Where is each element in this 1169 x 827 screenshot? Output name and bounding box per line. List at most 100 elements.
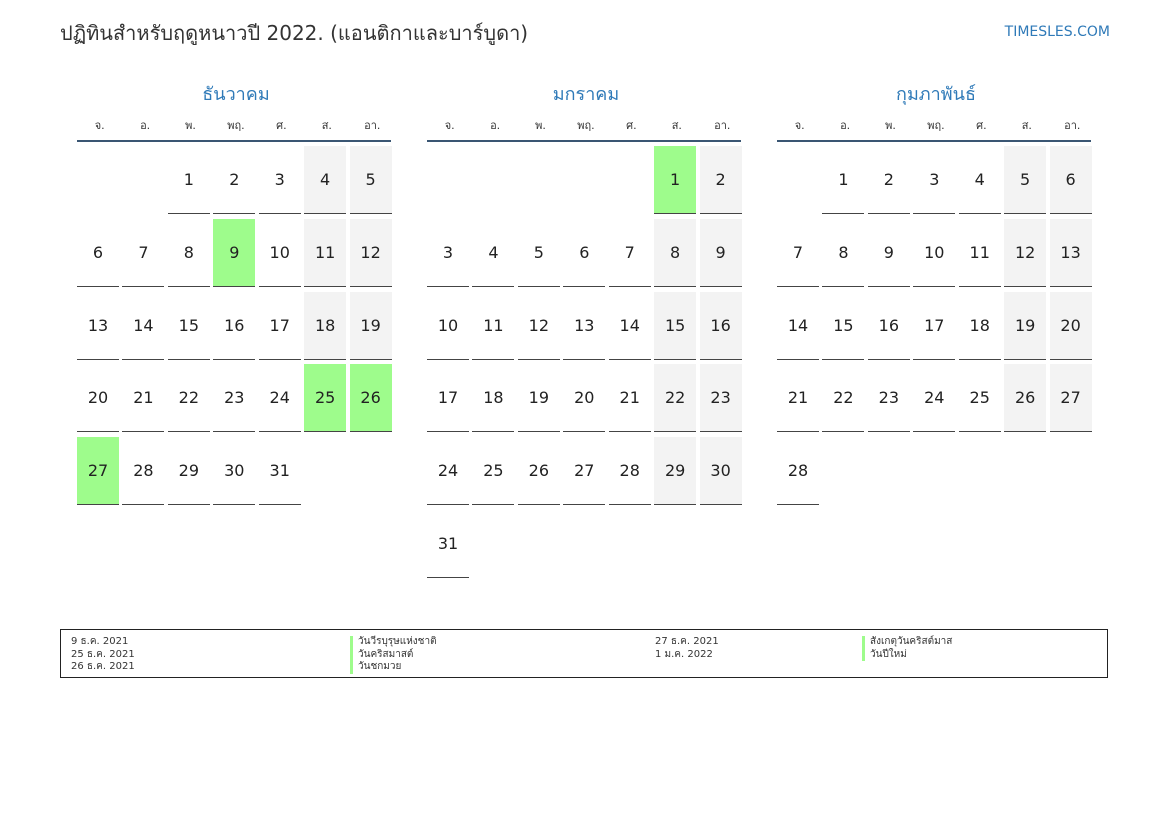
day-cell: 26 [517, 437, 560, 506]
day-cell: 22 [654, 364, 697, 433]
legend-holiday-name: วันวีรบุรุษแห่งชาติ [350, 636, 437, 649]
weekday-label: อ. [840, 119, 851, 132]
day-cell: 7 [608, 219, 651, 287]
day-cell: 6 [77, 219, 119, 287]
day-cell: 6 [563, 219, 606, 287]
day-cell: 6 [1049, 146, 1092, 214]
day-cell: 21 [777, 364, 819, 433]
day-cell: 25 [472, 437, 515, 506]
header-rule [77, 140, 391, 142]
day-cell: 24 [913, 364, 956, 433]
day-cell: 28 [122, 437, 165, 506]
day-cell: 23 [699, 364, 742, 433]
day-cell: 15 [654, 291, 697, 360]
day-cell: 30 [213, 437, 256, 506]
site-link[interactable]: TIMESLES.COM [1004, 24, 1110, 40]
legend-right-dates: 27 ธ.ค. 2021 1 ม.ค. 2022 [655, 636, 719, 661]
day-cell: 27 [1049, 364, 1092, 433]
day-cell: 15 [822, 292, 865, 360]
legend-holiday-name: วันคริสมาสต์ [350, 648, 437, 661]
weekday-label: จ. [444, 119, 455, 132]
day-cell: 22 [167, 364, 210, 433]
day-cell: 19 [517, 364, 560, 433]
holiday-day-cell: 26 [349, 364, 392, 433]
day-cell: 31 [258, 437, 301, 506]
day-cell: 13 [563, 292, 606, 360]
day-cell: 29 [167, 437, 210, 506]
weekday-label: ศ. [976, 119, 987, 132]
weekday-header: จ. อ. พ. พฤ. ศ. ส. อา. [777, 114, 1095, 136]
day-cell: 2 [213, 146, 256, 214]
day-cell: 11 [304, 218, 347, 287]
day-cell: 4 [304, 146, 347, 214]
weekday-label: ศ. [276, 119, 287, 132]
day-cell: 18 [472, 364, 515, 433]
weekday-label: อ. [140, 119, 151, 132]
day-cell: 20 [77, 364, 119, 433]
day-cell: 1 [822, 146, 865, 214]
day-cell: 2 [699, 146, 742, 214]
day-cell: 27 [563, 437, 606, 506]
weekday-label: ศ. [626, 119, 637, 132]
day-cell: 4 [472, 219, 515, 287]
weekday-header: จ. อ. พ. พฤ. ศ. ส. อา. [427, 114, 745, 136]
weekday-label: ส. [671, 119, 682, 132]
day-cell: 5 [1004, 146, 1047, 214]
day-cell: 11 [472, 292, 515, 360]
day-cell: 10 [258, 219, 301, 287]
header-rule [777, 140, 1091, 142]
month-calendar: ธันวาคม จ. อ. พ. พฤ. ศ. ส. อา. 1 2 3 4 5 6 7 8 9 10 11 12 13… [77, 82, 395, 596]
page-title: ปฏิทินสำหรับฤดูหนาวปี 2022. (แอนติกาและบ… [60, 21, 529, 45]
day-cell: 22 [822, 364, 865, 433]
day-cell: 23 [213, 364, 256, 433]
day-cell: 19 [349, 291, 392, 360]
day-cell: 16 [699, 291, 742, 360]
day-cell: 18 [958, 292, 1001, 360]
day-cell: 10 [427, 292, 469, 360]
day-cell: 20 [563, 364, 606, 433]
day-cell: 4 [958, 146, 1001, 214]
legend-right-names: สังเกตุวันคริสต์มาส วันปีใหม่ [862, 636, 952, 661]
day-cell: 5 [349, 146, 392, 214]
month-calendar: กุมภาพันธ์ จ. อ. พ. พฤ. ศ. ส. อา. 1 2 3 4 5 6 7 8 9 10 11 1… [777, 82, 1095, 596]
legend-left-dates: 9 ธ.ค. 2021 25 ธ.ค. 2021 26 ธ.ค. 2021 [71, 636, 135, 674]
day-cell: 15 [167, 292, 210, 360]
day-cell: 9 [867, 219, 910, 287]
day-cell: 2 [867, 146, 910, 214]
day-grid: 1 2 3 4 5 6 7 8 9 10 11 12 13 14 15 16 17 18 19 20 21 22 23 24 2… [427, 146, 745, 596]
day-cell: 13 [1049, 218, 1092, 287]
month-calendar: มกราคม จ. อ. พ. พฤ. ศ. ส. อา. 1 2 3 4 5 6 7 8 9 10 11 12 13 1… [427, 82, 745, 596]
legend-left-names: วันวีรบุรุษแห่งชาติ วันคริสมาสต์ วันชกมวย [350, 636, 437, 674]
weekday-header: จ. อ. พ. พฤ. ศ. ส. อา. [77, 114, 395, 136]
weekday-label: อา. [364, 119, 381, 132]
holiday-legend: 9 ธ.ค. 2021 25 ธ.ค. 2021 26 ธ.ค. 2021 วันว… [60, 629, 1108, 678]
weekday-label: อา. [1064, 119, 1081, 132]
weekday-label: อ. [490, 119, 501, 132]
month-name: ธันวาคม [202, 84, 270, 105]
day-cell: 29 [654, 437, 697, 506]
holiday-day-cell: 9 [213, 218, 256, 287]
day-cell: 28 [608, 437, 651, 506]
day-grid: 1 2 3 4 5 6 7 8 9 10 11 12 13 14 15 16 17 18 19 20 21 22 23 24 2… [77, 146, 395, 596]
day-cell: 12 [517, 292, 560, 360]
day-cell: 31 [427, 510, 469, 578]
day-cell: 26 [1004, 364, 1047, 433]
day-cell: 10 [913, 219, 956, 287]
day-cell: 16 [867, 292, 910, 360]
holiday-day-cell: 25 [304, 364, 347, 433]
holiday-day-cell: 1 [654, 146, 697, 214]
weekday-label: จ. [94, 119, 105, 132]
day-cell: 9 [699, 218, 742, 287]
day-cell: 5 [517, 219, 560, 287]
legend-date: 9 ธ.ค. 2021 [71, 636, 129, 647]
day-cell: 3 [427, 219, 469, 287]
weekday-label: พ. [185, 119, 196, 132]
weekday-label: พฤ. [227, 119, 245, 132]
day-cell: 25 [958, 364, 1001, 433]
legend-holiday-name: สังเกตุวันคริสต์มาส [862, 636, 952, 649]
day-cell: 7 [777, 219, 819, 287]
day-cell: 30 [699, 437, 742, 506]
weekday-label: พ. [885, 119, 896, 132]
day-cell: 23 [867, 364, 910, 433]
day-cell: 12 [349, 218, 392, 287]
